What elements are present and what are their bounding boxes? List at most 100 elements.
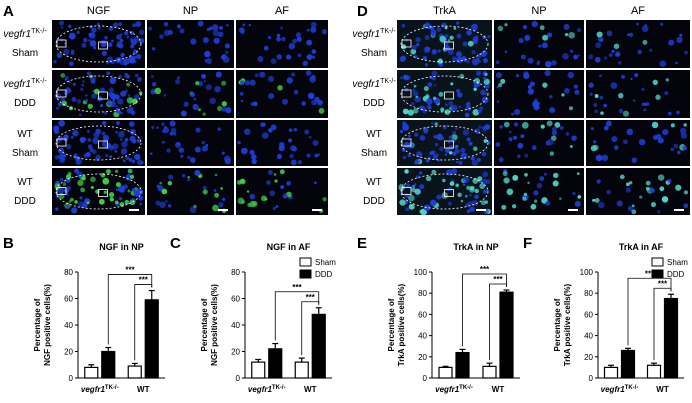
cell (133, 36, 140, 43)
cell (432, 96, 437, 100)
cell (101, 131, 106, 136)
cell (425, 23, 431, 30)
cell (166, 148, 171, 153)
y-tick-label: 80 (418, 289, 427, 298)
cell (201, 140, 205, 145)
cell (524, 35, 530, 41)
scale-bar (312, 209, 322, 211)
cell (487, 35, 491, 39)
cell (455, 183, 459, 188)
cell (306, 153, 311, 158)
chart-title: TrkA in NP (453, 242, 498, 252)
scale-bar (218, 209, 228, 211)
cell (611, 49, 615, 53)
cell (56, 106, 59, 110)
cell (148, 26, 153, 31)
cell (107, 99, 111, 102)
cell (53, 59, 57, 64)
cell (399, 199, 406, 206)
cell (474, 188, 479, 194)
cell (432, 154, 438, 160)
cell (462, 41, 468, 47)
cell (267, 35, 272, 40)
cell (596, 179, 601, 184)
cell (129, 174, 135, 179)
cell (482, 189, 488, 194)
cell (118, 131, 125, 138)
cell (550, 135, 557, 141)
cell (405, 183, 411, 189)
row-label-sup: TK-/- (31, 28, 47, 35)
cell (551, 130, 558, 136)
cell (263, 45, 269, 51)
cell (286, 77, 293, 84)
cell (58, 120, 66, 127)
row-label: Sham (361, 48, 387, 59)
cell (454, 149, 458, 152)
cell (296, 36, 302, 42)
cell (422, 55, 428, 61)
cell (626, 128, 634, 136)
cell (246, 190, 250, 193)
y-axis-label: Percentage of (200, 298, 209, 351)
y-tick-label: 20 (584, 353, 593, 362)
legend-swatch (299, 269, 312, 279)
cell (136, 138, 142, 143)
y-tick-label: 0 (423, 374, 428, 383)
cell (504, 23, 508, 27)
cell (54, 155, 60, 160)
cell (136, 53, 142, 60)
cell (118, 196, 123, 201)
cell (469, 187, 475, 193)
cell (168, 204, 172, 208)
cell (553, 172, 559, 179)
cell (434, 122, 438, 126)
cell (80, 187, 86, 193)
row-label-main: WT (17, 177, 33, 188)
cell (573, 54, 578, 60)
cell (197, 108, 201, 112)
cell (512, 135, 518, 140)
cell (622, 110, 630, 117)
significance-label: *** (306, 293, 316, 302)
cell (86, 130, 90, 133)
cell (130, 44, 135, 49)
cell (138, 38, 145, 44)
cell (414, 132, 419, 137)
cell (252, 200, 258, 207)
cell (414, 188, 421, 195)
cell (180, 110, 187, 117)
cell (481, 52, 487, 58)
row-label-main: vegfr1 (3, 29, 31, 40)
cell (471, 50, 476, 55)
cell (496, 100, 500, 103)
cell (202, 112, 206, 116)
y-axis-label: Percentage of (33, 298, 42, 351)
cell (189, 157, 196, 163)
row-label: DDD (363, 98, 385, 109)
x-tick-main: WT (492, 385, 505, 394)
cell (61, 100, 68, 107)
cell (279, 169, 285, 175)
cell (98, 198, 105, 205)
row-label: DDD (14, 196, 36, 207)
bar (482, 365, 497, 379)
cell (401, 24, 406, 28)
y-tick-label: 40 (584, 332, 593, 341)
cell (482, 76, 487, 81)
cell (539, 176, 545, 182)
cell (134, 94, 140, 100)
cell (190, 92, 196, 98)
row-label: WT (17, 177, 33, 188)
bar (438, 366, 453, 379)
cell (241, 147, 248, 155)
cell (114, 200, 119, 205)
cell (317, 99, 323, 106)
cell (130, 38, 134, 42)
cell (278, 145, 285, 152)
cell (151, 81, 157, 87)
cell (118, 74, 123, 79)
cell (60, 97, 66, 102)
cell (456, 33, 462, 39)
cell (542, 82, 548, 88)
